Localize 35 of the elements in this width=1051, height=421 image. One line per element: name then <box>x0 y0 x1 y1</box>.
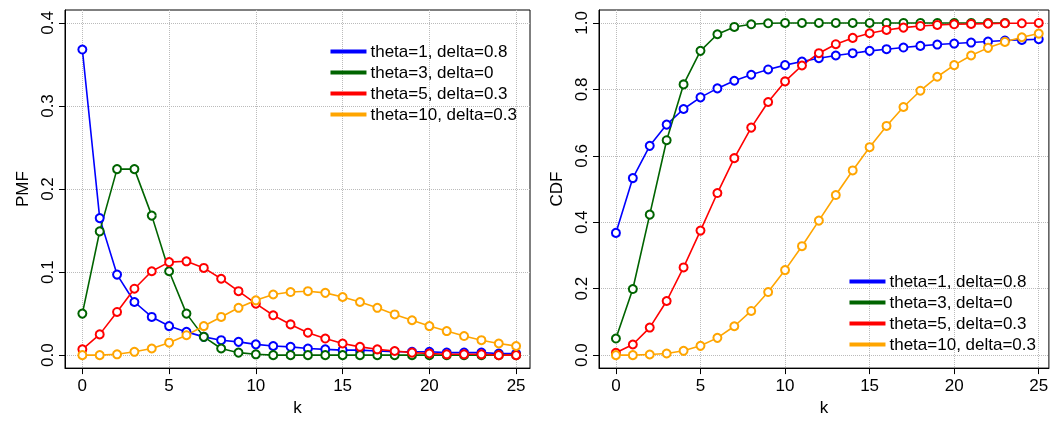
legend-label: theta=10, delta=0.3 <box>370 105 518 124</box>
legend-label: theta=5, delta=0.3 <box>889 314 1027 333</box>
y-tick-label: 0.1 <box>38 260 57 284</box>
y-tick-label: 0.8 <box>572 77 591 102</box>
x-axis-title: k <box>819 398 829 417</box>
legend-label: theta=1, delta=0.8 <box>370 42 508 61</box>
legend-label: theta=3, delta=0 <box>889 293 1013 312</box>
y-tick-label: 0.2 <box>572 276 591 301</box>
y-tick-label: 0.3 <box>38 94 57 118</box>
x-axis-title: k <box>293 398 303 417</box>
y-tick-label: 0.6 <box>572 144 591 168</box>
x-tick-label: 10 <box>246 376 266 396</box>
x-tick-label: 20 <box>944 376 964 396</box>
x-tick-label: 20 <box>419 376 439 396</box>
y-axis-title: PMF <box>13 171 32 207</box>
x-tick-label: 25 <box>506 376 526 396</box>
y-tick-label: 0.4 <box>38 11 57 35</box>
x-tick-label: 25 <box>1029 376 1049 396</box>
x-tick-label: 5 <box>695 376 706 396</box>
legend-label: theta=10, delta=0.3 <box>889 335 1037 354</box>
x-tick-label: 0 <box>611 376 621 396</box>
y-tick-label: 1.0 <box>572 11 591 35</box>
y-tick-label: 0.0 <box>572 343 591 367</box>
y-tick-label: 0.2 <box>38 177 57 201</box>
y-axis-title: CDF <box>547 171 566 207</box>
x-tick-label: 15 <box>333 376 353 396</box>
legend-label: theta=1, delta=0.8 <box>889 272 1027 291</box>
x-tick-label: 5 <box>164 376 174 396</box>
legend-label: theta=3, delta=0 <box>370 63 494 82</box>
legend-label: theta=5, delta=0.3 <box>370 84 508 103</box>
y-tick-label: 0.4 <box>572 210 591 235</box>
x-tick-label: 15 <box>860 376 880 396</box>
y-tick-label: 0.0 <box>38 343 57 367</box>
x-tick-label: 0 <box>77 376 88 396</box>
x-tick-label: 10 <box>775 376 795 396</box>
